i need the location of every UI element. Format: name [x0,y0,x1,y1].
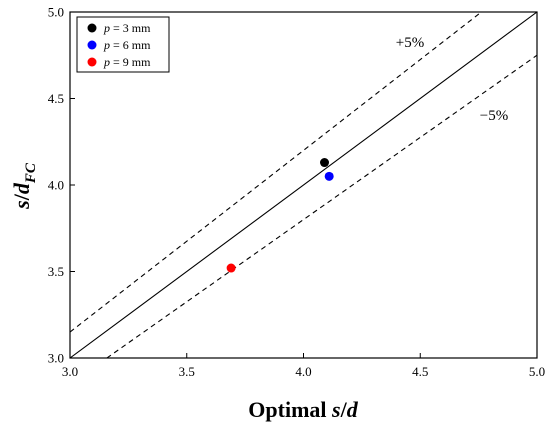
y-tick-label: 5.0 [48,5,64,20]
x-tick-label: 3.0 [62,364,78,379]
data-point-series-3 [226,263,236,273]
legend: p = 3 mm p = 6 mm p = 9 mm [76,16,170,73]
y-tick-label: 3.0 [48,351,64,366]
reference-line-lower [105,54,537,358]
legend-marker-series-2 [87,40,97,50]
y-axis-title: s/dFC [9,162,39,210]
data-point-series-2 [324,171,334,181]
minus-5-percent-label: −5% [480,108,508,124]
x-axis-ticks: 3.0 3.5 4.0 4.5 5.0 [62,353,545,379]
legend-marker-series-1 [87,23,97,33]
data-point-series-1 [320,158,330,168]
reference-lines [70,12,537,358]
x-axis-title: Optimal s/d [248,397,358,422]
y-tick-label: 4.0 [48,178,64,193]
legend-label-series-2: p = 6 mm [103,38,151,52]
legend-label-series-3: p = 9 mm [103,55,151,69]
y-tick-label: 3.5 [48,264,64,279]
y-tick-label: 4.5 [48,91,64,106]
reference-line-identity [70,12,537,358]
x-tick-label: 3.5 [179,364,195,379]
x-tick-label: 4.0 [295,364,311,379]
data-points [226,158,334,273]
y-axis-ticks: 3.0 3.5 4.0 4.5 5.0 [48,5,75,366]
plus-5-percent-label: +5% [396,35,424,51]
legend-marker-series-3 [87,57,97,67]
x-tick-label: 4.5 [412,364,428,379]
x-tick-label: 5.0 [529,364,545,379]
legend-label-series-1: p = 3 mm [103,21,151,35]
